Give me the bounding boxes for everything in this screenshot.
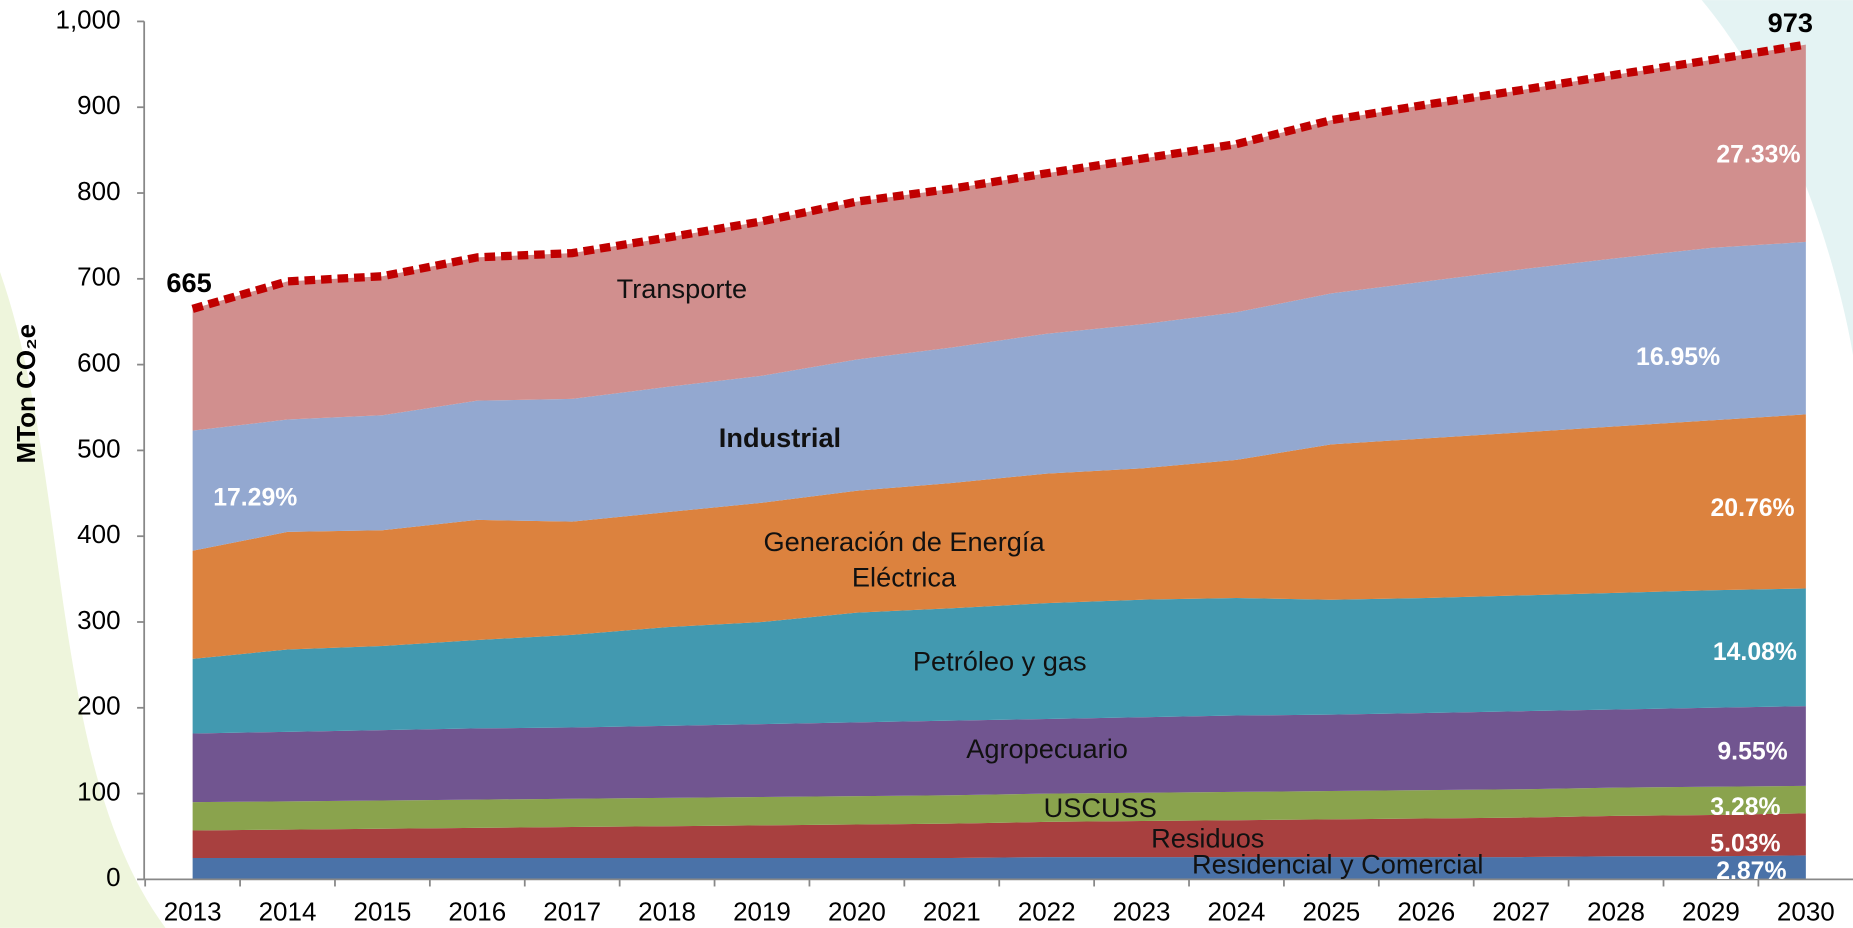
x-tick-label: 2013 [164,897,222,927]
series-label: Industrial [719,422,841,453]
y-tick-label: 200 [77,691,120,721]
area [192,813,1806,858]
x-tick-label: 2018 [638,897,696,927]
y-tick-label: 0 [106,862,120,892]
y-tick-label: 900 [77,90,120,120]
annotation: 9.55% [1717,738,1787,765]
series-label: Generación de Energía Eléctrica [763,526,1045,593]
y-tick-label: 400 [77,519,120,549]
area [192,588,1806,734]
y-tick-label: 800 [77,176,120,206]
data-label: 973 [1768,7,1813,38]
x-tick-label: 2028 [1587,897,1645,927]
total-line [191,40,1807,313]
x-tick-label: 2014 [259,897,317,927]
x-tick-label: 2019 [733,897,791,927]
annotation: 5.03% [1710,831,1780,858]
series-label: Residencial y Comercial [1192,849,1483,880]
series-label: Residuos [1151,823,1264,854]
series-label: Transporte [617,273,747,304]
annotation: 14.08% [1713,639,1797,666]
x-tick-label: 2024 [1208,897,1266,927]
series-label-box: Generación de Energía Eléctrica [763,526,1045,593]
series-label: Petróleo y gas [913,645,1087,676]
annotation: 3.28% [1710,794,1780,821]
x-tick-label: 2029 [1682,897,1740,927]
area [192,241,1806,551]
bg-swirl [1701,0,1853,355]
area [192,414,1806,659]
annotation: 20.76% [1710,495,1794,522]
x-tick-label: 2023 [1113,897,1171,927]
x-tick-label: 2020 [828,897,886,927]
x-tick-label: 2022 [1018,897,1076,927]
y-tick-label: 300 [77,605,120,635]
area [192,855,1806,880]
y-tick-label: 500 [77,433,120,463]
area [192,706,1806,803]
bg-swirl [0,271,166,928]
x-tick-label: 2025 [1302,897,1360,927]
y-tick-label: 100 [77,776,120,806]
data-label: 665 [166,267,211,298]
series-label: Agropecuario [966,733,1128,764]
annotation: 17.29% [213,484,297,511]
x-tick-label: 2027 [1492,897,1550,927]
annotation: 27.33% [1716,142,1800,169]
x-tick-label: 2016 [448,897,506,927]
series-label: USCUSS [1044,792,1157,823]
y-tick-label: 1,000 [56,4,121,34]
x-tick-label: 2021 [923,897,981,927]
area [192,785,1806,831]
x-tick-label: 2015 [354,897,412,927]
x-tick-label: 2026 [1397,897,1455,927]
y-tick-label: 600 [77,347,120,377]
y-tick-label: 700 [77,262,120,292]
annotation: 16.95% [1636,344,1720,371]
annotation: 2.87% [1716,858,1786,885]
area [192,44,1806,431]
x-tick-label: 2017 [543,897,601,927]
y-axis-label: MTon CO₂e [11,324,41,464]
x-tick-label: 2030 [1777,897,1835,927]
